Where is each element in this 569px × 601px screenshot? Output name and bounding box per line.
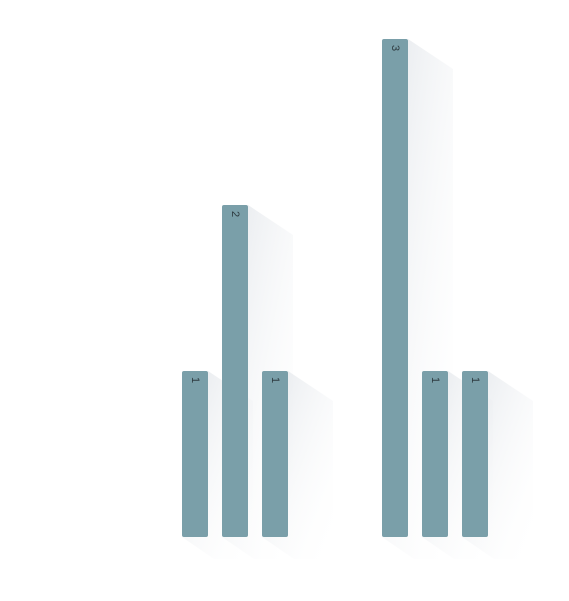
bar (422, 371, 448, 537)
value-label: 2 (229, 211, 241, 217)
bar (382, 39, 408, 537)
value-label: 1 (429, 377, 441, 383)
bar (222, 205, 248, 537)
bar (462, 371, 488, 537)
value-label: 1 (189, 377, 201, 383)
value-label: 3 (389, 45, 401, 51)
bar (182, 371, 208, 537)
value-label: 1 (469, 377, 481, 383)
bar (262, 371, 288, 537)
value-label: 1 (269, 377, 281, 383)
